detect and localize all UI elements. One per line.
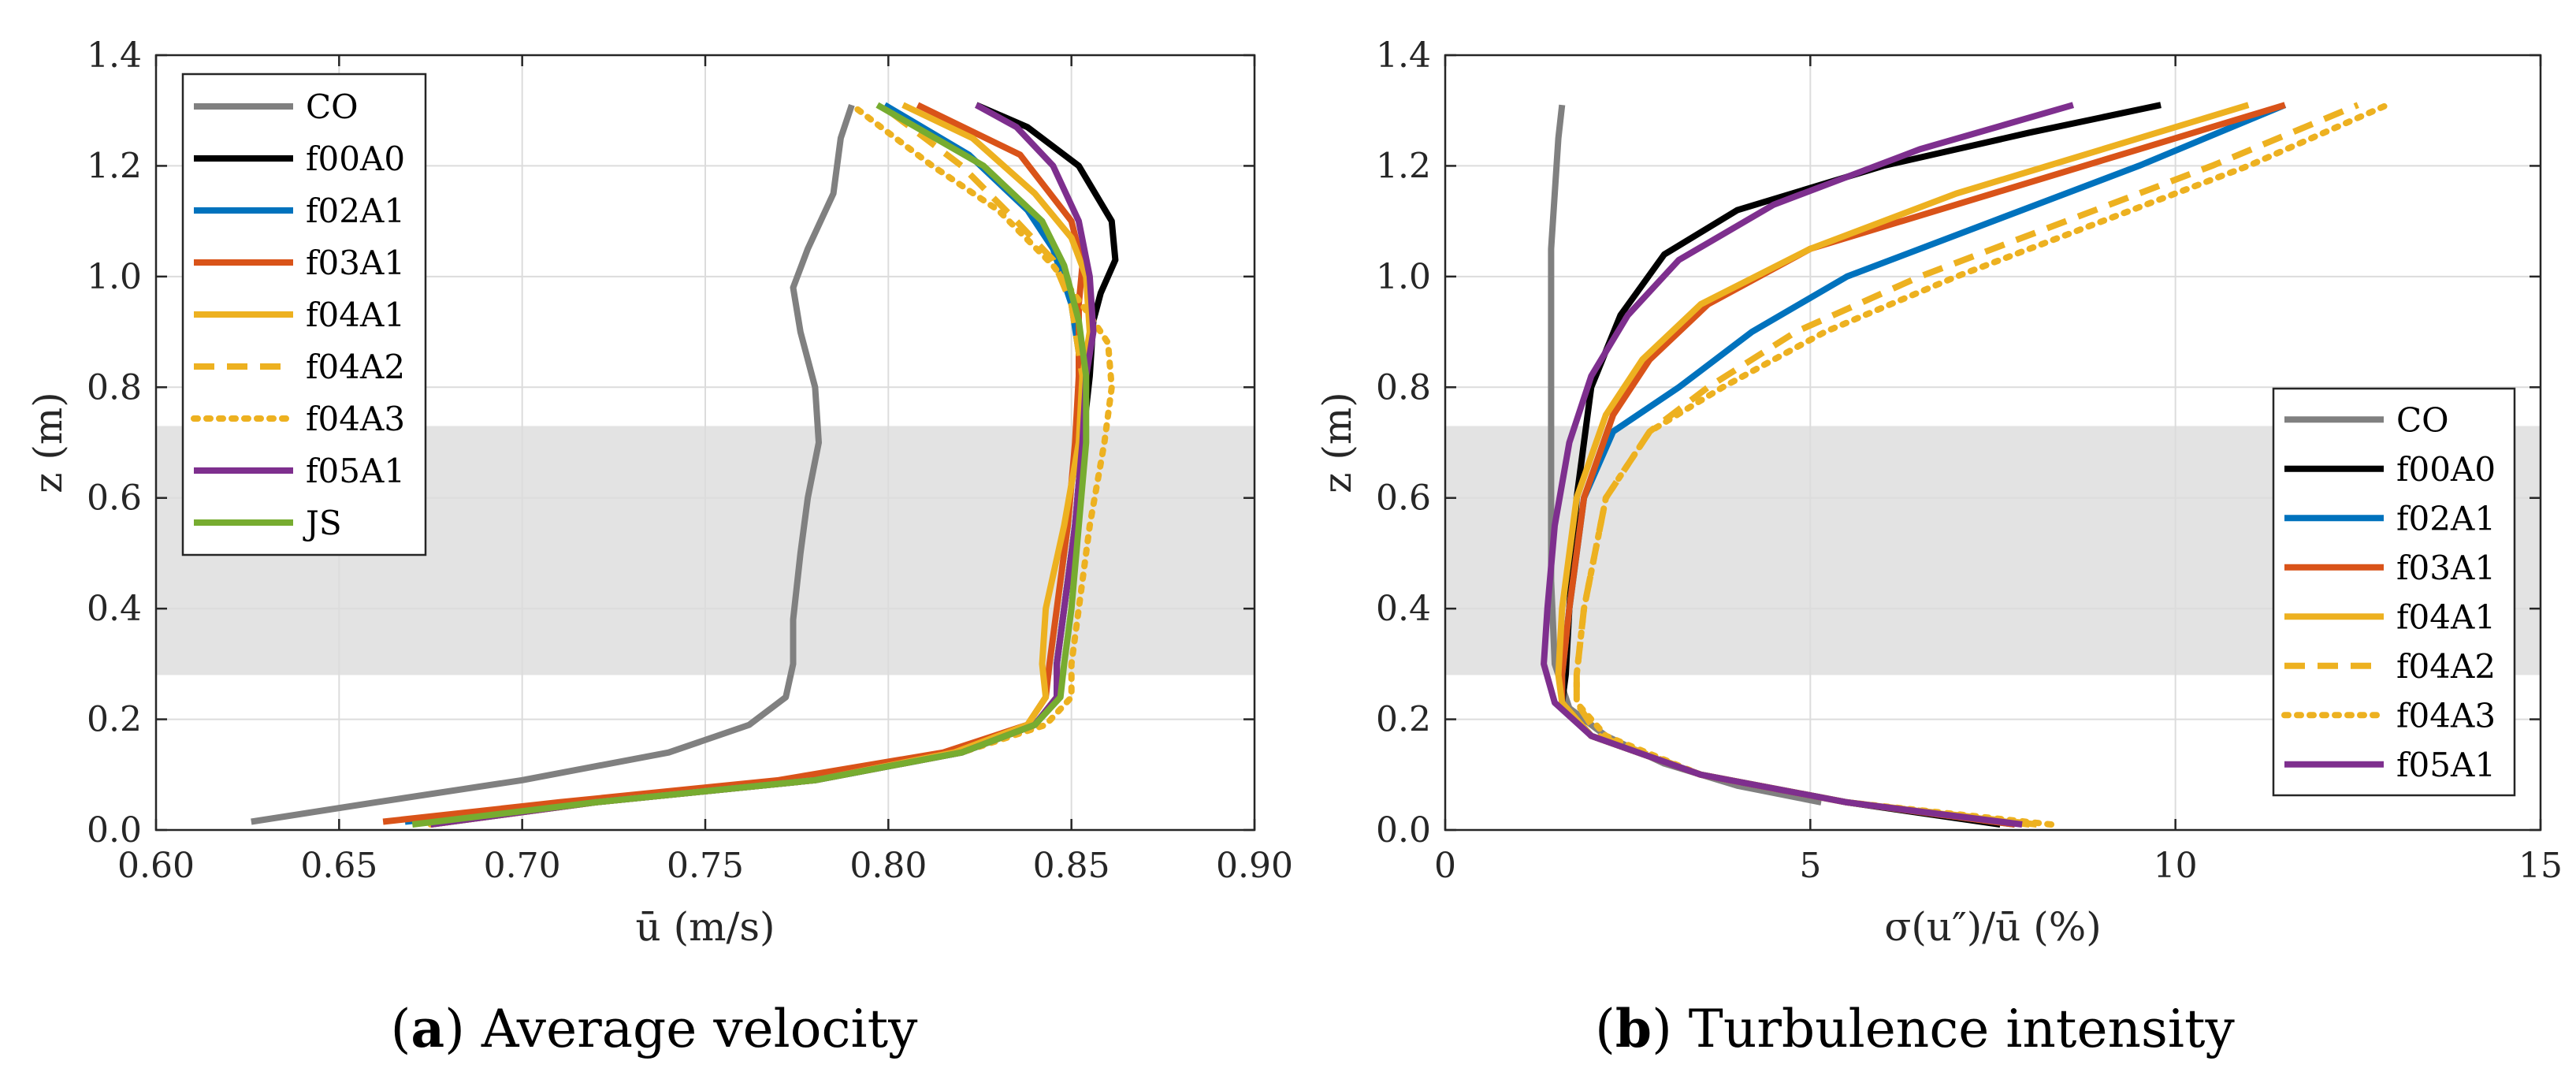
x-tick-label: 5 bbox=[1799, 846, 1821, 886]
legend-label-f00A0: f00A0 bbox=[2396, 450, 2496, 489]
caption-text: ) Average velocity bbox=[444, 999, 918, 1059]
y-tick-label: 0.8 bbox=[87, 367, 142, 408]
panel-caption: (a) Average velocity bbox=[391, 998, 919, 1059]
caption-letter: b bbox=[1615, 998, 1652, 1059]
x-tick-label: 0.85 bbox=[1033, 846, 1110, 886]
legend-label-f02A1: f02A1 bbox=[2396, 499, 2496, 538]
x-tick-label: 0.60 bbox=[117, 846, 195, 886]
legend-label-f04A2: f04A2 bbox=[306, 348, 405, 386]
y-tick-label: 0.2 bbox=[1376, 700, 1431, 740]
legend-label-f04A3: f04A3 bbox=[306, 400, 405, 438]
y-tick-label: 0.4 bbox=[87, 589, 142, 629]
y-tick-label: 0.6 bbox=[1376, 478, 1431, 519]
legend-label-f04A1: f04A1 bbox=[2396, 597, 2496, 636]
panel-a: 0.60 0.65 0.70 0.75 0.80 0.85 0.90 0.0 0.2 0.4 0.6… bbox=[25, 35, 1293, 1059]
x-tick-label: 15 bbox=[2518, 846, 2563, 886]
caption-text: ) Turbulence intensity bbox=[1652, 999, 2235, 1059]
x-tick-label: 0.70 bbox=[484, 846, 561, 886]
y-axis-label: z (m) bbox=[25, 392, 71, 493]
legend-label-f03A1: f03A1 bbox=[2396, 549, 2496, 587]
x-tick-label: 0.65 bbox=[300, 846, 377, 886]
legend-label-f03A1: f03A1 bbox=[306, 244, 405, 282]
legend: CO f00A0 f02A1 f03A1 f04A1 f04A2 f04A3 f05A1 JS bbox=[181, 73, 427, 556]
y-axis-label: z (m) bbox=[1314, 392, 1360, 493]
x-tick-label: 0.75 bbox=[667, 846, 744, 886]
caption-paren-open: ( bbox=[1595, 999, 1615, 1059]
axes-box bbox=[1444, 54, 2542, 832]
legend-label-f04A1: f04A1 bbox=[306, 296, 405, 334]
series-line-f03A1 bbox=[382, 102, 1086, 825]
legend-label-f02A1: f02A1 bbox=[306, 192, 405, 230]
legend-label-CO: CO bbox=[2396, 400, 2449, 439]
x-axis-label: σ(u″)/ū (%) bbox=[1884, 904, 2102, 950]
y-tick-label: 1.2 bbox=[87, 146, 142, 186]
x-tick-label: 0.90 bbox=[1216, 846, 1293, 886]
legend-label-JS: JS bbox=[303, 504, 342, 542]
y-tick-label: 0.6 bbox=[87, 478, 142, 519]
x-axis-label: ū (m/s) bbox=[635, 904, 775, 950]
legend-label-CO: CO bbox=[306, 87, 359, 126]
legend: CO f00A0 f02A1 f03A1 f04A1 f04A2 f04A3 f05A1 bbox=[2272, 387, 2516, 797]
legend-label-f04A3: f04A3 bbox=[2396, 696, 2496, 735]
legend-label-f04A2: f04A2 bbox=[2396, 647, 2496, 686]
series-line-CO bbox=[251, 103, 855, 825]
legend-box bbox=[2272, 387, 2516, 797]
y-tick-label: 1.2 bbox=[1376, 146, 1431, 186]
y-tick-label: 1.4 bbox=[1376, 35, 1431, 76]
y-tick-label: 0.2 bbox=[87, 700, 142, 740]
y-tick-label: 0.0 bbox=[1376, 810, 1431, 850]
y-tick-label: 1.0 bbox=[87, 257, 142, 297]
y-tick-label: 0.0 bbox=[87, 810, 142, 850]
panel-caption: (b) Turbulence intensity bbox=[1595, 998, 2235, 1059]
panel-b: 0 5 10 15 0.0 0.2 0.4 0.6 0.8 1.0 1.2 1.4 σ(u″)/ū (%… bbox=[1314, 35, 2563, 1059]
series-line-JS bbox=[411, 102, 1090, 828]
y-tick-label: 0.8 bbox=[1376, 367, 1431, 408]
x-tick-label: 0 bbox=[1434, 846, 1456, 886]
y-tick-label: 0.4 bbox=[1376, 589, 1431, 629]
x-tick-label: 0.80 bbox=[849, 846, 927, 886]
caption-letter: a bbox=[411, 998, 444, 1059]
legend-label-f05A1: f05A1 bbox=[306, 452, 405, 490]
y-tick-label: 1.0 bbox=[1376, 257, 1431, 297]
y-tick-label: 1.4 bbox=[87, 35, 142, 76]
series-line-f05A1 bbox=[1541, 102, 2075, 828]
legend-label-f05A1: f05A1 bbox=[2396, 746, 2496, 784]
caption-paren-open: ( bbox=[391, 999, 411, 1059]
legend-label-f00A0: f00A0 bbox=[306, 140, 405, 178]
x-tick-label: 10 bbox=[2154, 846, 2198, 886]
